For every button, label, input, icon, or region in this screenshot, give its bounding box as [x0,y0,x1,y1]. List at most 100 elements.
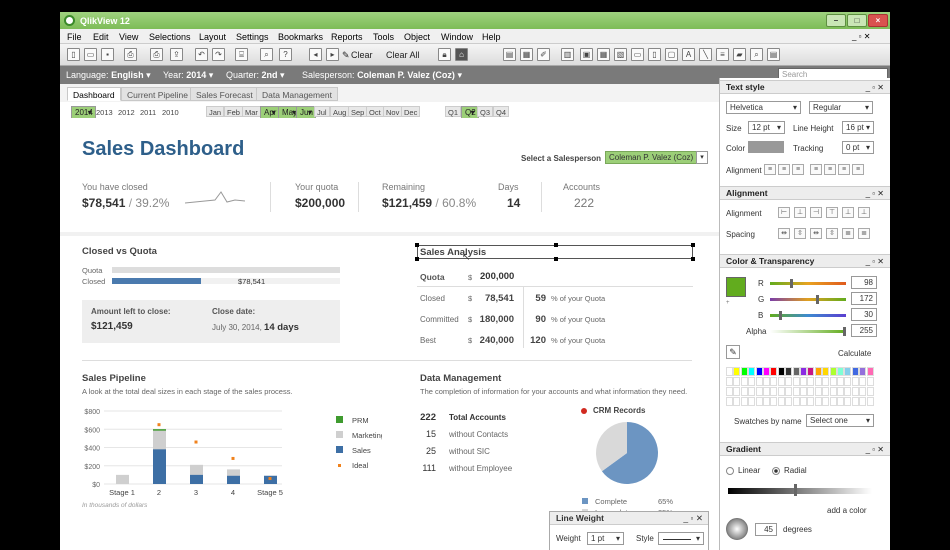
search-icon[interactable]: ⌕ [260,48,273,61]
palette-cell[interactable] [814,397,822,406]
properties-icon[interactable]: ▦ [520,48,533,61]
palette-cell[interactable] [770,377,778,386]
green-slider[interactable] [770,295,846,304]
align-objects-left-icon[interactable]: ⊢ [778,207,790,218]
green-value[interactable]: 172 [851,292,877,305]
month-chip[interactable]: Sep [348,106,368,117]
slider-thumb[interactable] [843,327,846,336]
palette-cell[interactable] [851,387,859,396]
palette-cell[interactable] [851,367,859,376]
tab-current-pipeline[interactable]: Current Pipeline [121,87,194,101]
palette-cell[interactable] [844,387,852,396]
resize-handle[interactable] [415,243,419,247]
align-objects-top-icon[interactable]: ⊤ [826,207,838,218]
panel-controls[interactable]: _ ▫ ✕ [865,189,884,198]
month-chip[interactable]: Nov [383,106,403,117]
salesperson-filter[interactable]: Salesperson: Coleman P. Valez (Coz) ▾ [302,70,462,80]
palette-cell[interactable] [733,387,741,396]
alpha-slider[interactable] [770,327,846,336]
month-chip[interactable]: Jan [206,106,225,117]
palette-cell[interactable] [837,367,844,376]
valign-top-icon[interactable]: ≡ [824,164,836,175]
clear-icon[interactable]: ✎ [342,50,350,60]
palette-cell[interactable] [792,367,800,376]
palette-cell[interactable] [785,367,793,376]
palette-cell[interactable] [866,387,874,396]
line-arrow-icon[interactable]: ╲ [699,48,712,61]
palette-cell[interactable] [837,397,844,406]
menu-reports[interactable]: Reports [331,32,363,42]
input-box-icon[interactable]: ▭ [631,48,644,61]
panel-controls[interactable]: _ ▫ ✕ [683,513,703,523]
swatches-select[interactable]: Select one [806,414,874,427]
palette-cell[interactable] [837,387,844,396]
table-icon[interactable]: ▦ [597,48,610,61]
slider-thumb[interactable] [779,311,782,320]
unlock-icon[interactable]: ⌂ [455,48,468,61]
palette-cell[interactable] [777,367,785,376]
palette-cell[interactable] [814,367,822,376]
menu-object[interactable]: Object [404,32,431,42]
resize-handle[interactable] [415,257,419,261]
listbox-icon[interactable]: ▥ [561,48,574,61]
month-chip[interactable]: Aug [330,106,350,117]
palette-cell[interactable] [763,387,770,396]
palette-cell[interactable] [859,377,867,386]
palette-cell[interactable] [866,397,874,406]
align-objects-center-icon[interactable]: ⊥ [794,207,806,218]
gradient-bar[interactable] [728,488,872,494]
tracking-select[interactable]: 0 pt [842,141,874,154]
print-pdf-icon[interactable]: ⎙ [150,48,163,61]
palette-cell[interactable] [755,387,763,396]
palette-cell[interactable] [822,377,830,386]
palette-cell[interactable] [740,387,748,396]
resize-handle[interactable] [554,243,558,247]
palette-cell[interactable] [748,397,756,406]
palette-cell[interactable] [829,367,837,376]
salesperson-select[interactable]: Coleman P. Valez (Coz) [605,151,708,164]
menu-settings[interactable]: Settings [236,32,269,42]
tab-data-management[interactable]: Data Management [256,87,338,101]
palette-cell[interactable] [763,397,770,406]
align-objects-right-icon[interactable]: ⊣ [810,207,822,218]
distribute-icon[interactable]: ≣ [858,228,870,239]
distribute-icon[interactable]: ⇹ [810,228,822,239]
palette-cell[interactable] [748,387,756,396]
palette-cell[interactable] [740,397,748,406]
chevron-down-icon[interactable]: ▾ [696,151,708,164]
book-icon[interactable]: ⌸ [235,48,248,61]
new-doc-icon[interactable]: ▯ [67,48,80,61]
palette-cell[interactable] [844,377,852,386]
year-chip[interactable]: 2012 [118,108,135,117]
align-objects-middle-icon[interactable]: ⊥ [842,207,854,218]
align-center-icon[interactable]: ≡ [778,164,790,175]
menu-layout[interactable]: Layout [199,32,227,42]
palette-cell[interactable] [748,367,756,376]
space-horizontal-icon[interactable]: ⇹ [778,228,790,239]
quarter-chip[interactable]: Q4 [493,106,510,117]
month-chip[interactable]: Jul [314,106,330,117]
palette-cell[interactable] [792,397,800,406]
year-chip[interactable]: 2010 [162,108,179,117]
chart-icon[interactable]: ▧ [614,48,627,61]
forward-icon[interactable]: ▸ [326,48,339,61]
month-chip[interactable]: Mar [242,106,261,117]
palette-cell[interactable] [859,397,867,406]
panel-controls[interactable]: _ ▫ ✕ [865,257,884,266]
maximize-button[interactable]: □ [847,14,867,27]
palette-cell[interactable] [800,387,807,396]
palette-cell[interactable] [763,367,770,376]
month-chip[interactable]: Dec [401,106,421,117]
palette-cell[interactable] [792,387,800,396]
search-object-icon[interactable]: ⌕ [750,48,763,61]
palette-cell[interactable] [814,387,822,396]
menu-help[interactable]: Help [482,32,501,42]
quarter-chip[interactable]: Q1 [445,106,462,117]
palette-cell[interactable] [807,377,815,386]
palette-cell[interactable] [814,377,822,386]
palette-cell[interactable] [829,387,837,396]
palette-cell[interactable] [726,387,733,396]
palette-cell[interactable] [829,377,837,386]
minimize-button[interactable]: – [826,14,846,27]
clear-all-button[interactable]: Clear All [386,50,420,60]
